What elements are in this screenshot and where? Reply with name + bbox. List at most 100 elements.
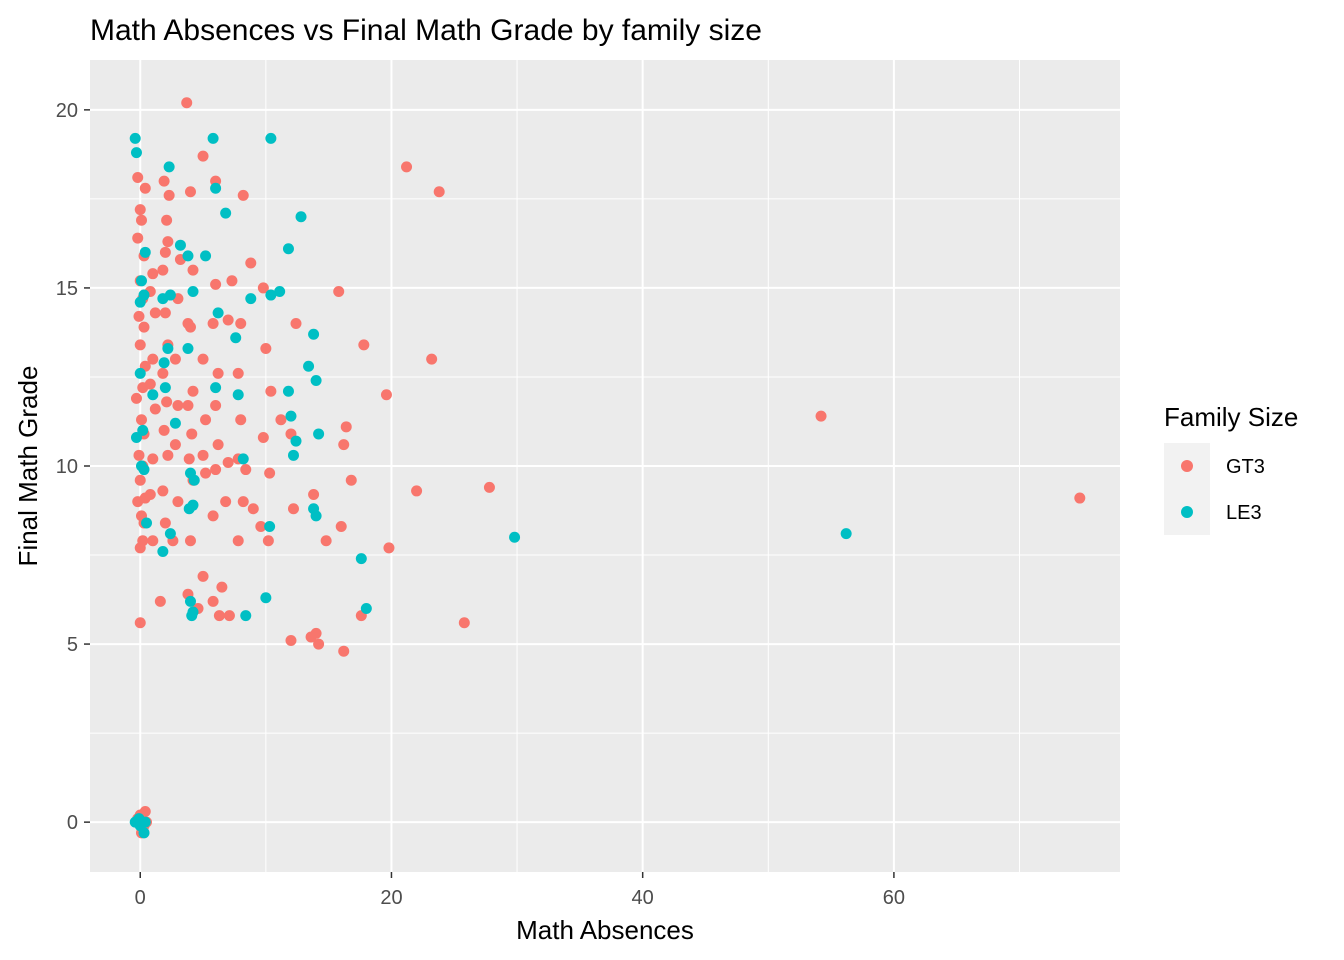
legend-title: Family Size: [1164, 402, 1298, 432]
x-tick-label: 0: [135, 887, 146, 909]
data-point: [275, 414, 287, 426]
data-point: [262, 535, 274, 547]
data-point: [220, 207, 232, 219]
data-point: [132, 232, 144, 244]
data-point: [163, 161, 175, 173]
y-tick-label: 20: [56, 100, 78, 122]
data-point: [222, 456, 234, 468]
chart-title: Math Absences vs Final Math Grade by fam…: [90, 14, 762, 47]
data-point: [138, 464, 150, 476]
data-point: [157, 485, 169, 497]
data-point: [158, 175, 170, 187]
data-point: [184, 535, 196, 547]
data-point: [232, 535, 244, 547]
data-point: [172, 399, 184, 411]
data-point: [139, 816, 151, 828]
data-point: [433, 186, 445, 198]
data-point: [274, 285, 286, 297]
y-tick-label: 0: [67, 812, 78, 834]
data-point: [303, 360, 315, 372]
data-point: [207, 318, 219, 330]
data-point: [182, 250, 194, 262]
data-point: [144, 378, 156, 390]
data-point: [355, 553, 367, 565]
data-point: [210, 464, 222, 476]
data-point: [255, 521, 267, 533]
legend-swatch: [1181, 460, 1193, 472]
data-point: [147, 453, 159, 465]
data-point: [158, 357, 170, 369]
data-point: [184, 186, 196, 198]
data-point: [181, 97, 193, 109]
y-axis-title: Final Math Grade: [13, 366, 43, 567]
data-point: [134, 339, 146, 351]
data-point: [260, 342, 272, 354]
data-point: [310, 510, 322, 522]
data-point: [483, 481, 495, 493]
data-point: [290, 435, 302, 447]
data-point: [210, 399, 222, 411]
data-point: [197, 570, 209, 582]
data-point: [182, 342, 194, 354]
data-point: [161, 214, 173, 226]
data-point: [136, 414, 147, 426]
data-point: [187, 385, 199, 397]
data-point: [426, 353, 438, 365]
data-point: [237, 453, 249, 465]
data-point: [164, 289, 176, 301]
data-point: [287, 503, 299, 515]
data-point: [132, 172, 144, 184]
data-point: [285, 410, 297, 422]
data-point: [235, 318, 247, 330]
data-point: [212, 367, 224, 379]
data-point: [138, 321, 150, 333]
data-point: [163, 189, 175, 201]
data-point: [133, 449, 145, 461]
data-point: [147, 535, 159, 547]
data-point: [310, 375, 322, 387]
data-point: [184, 595, 196, 607]
y-tick-label: 5: [67, 634, 78, 656]
data-point: [159, 246, 171, 258]
data-point: [157, 367, 169, 379]
data-point: [338, 645, 350, 657]
data-point: [237, 496, 249, 508]
data-point: [230, 332, 242, 344]
data-point: [320, 535, 332, 547]
data-point: [187, 499, 199, 511]
data-point: [380, 389, 392, 401]
data-point: [340, 421, 352, 433]
data-point: [232, 389, 244, 401]
y-tick-label: 10: [56, 456, 78, 478]
data-point: [282, 385, 294, 397]
data-point: [154, 595, 166, 607]
data-point: [313, 638, 325, 650]
data-point: [158, 424, 170, 436]
data-point: [226, 275, 238, 287]
data-point: [136, 214, 147, 226]
data-point: [213, 610, 225, 622]
data-point: [313, 428, 325, 440]
data-point: [197, 449, 209, 461]
y-axis: 0 5 10 15 20: [56, 100, 90, 834]
data-point: [157, 264, 169, 276]
data-point: [458, 617, 470, 629]
data-point: [147, 353, 159, 365]
data-point: [308, 488, 320, 500]
data-point: [182, 318, 194, 330]
data-point: [149, 307, 161, 319]
data-point: [174, 239, 186, 251]
data-point: [134, 474, 146, 486]
data-point: [159, 382, 171, 394]
data-point: [134, 617, 146, 629]
data-point: [290, 318, 302, 330]
data-point: [245, 257, 257, 269]
series-le3: [129, 132, 852, 839]
data-point: [240, 464, 252, 476]
legend-swatch: [1181, 506, 1193, 518]
data-point: [197, 353, 209, 365]
y-tick-label: 15: [56, 278, 78, 300]
data-point: [197, 150, 209, 162]
data-point: [144, 488, 156, 500]
